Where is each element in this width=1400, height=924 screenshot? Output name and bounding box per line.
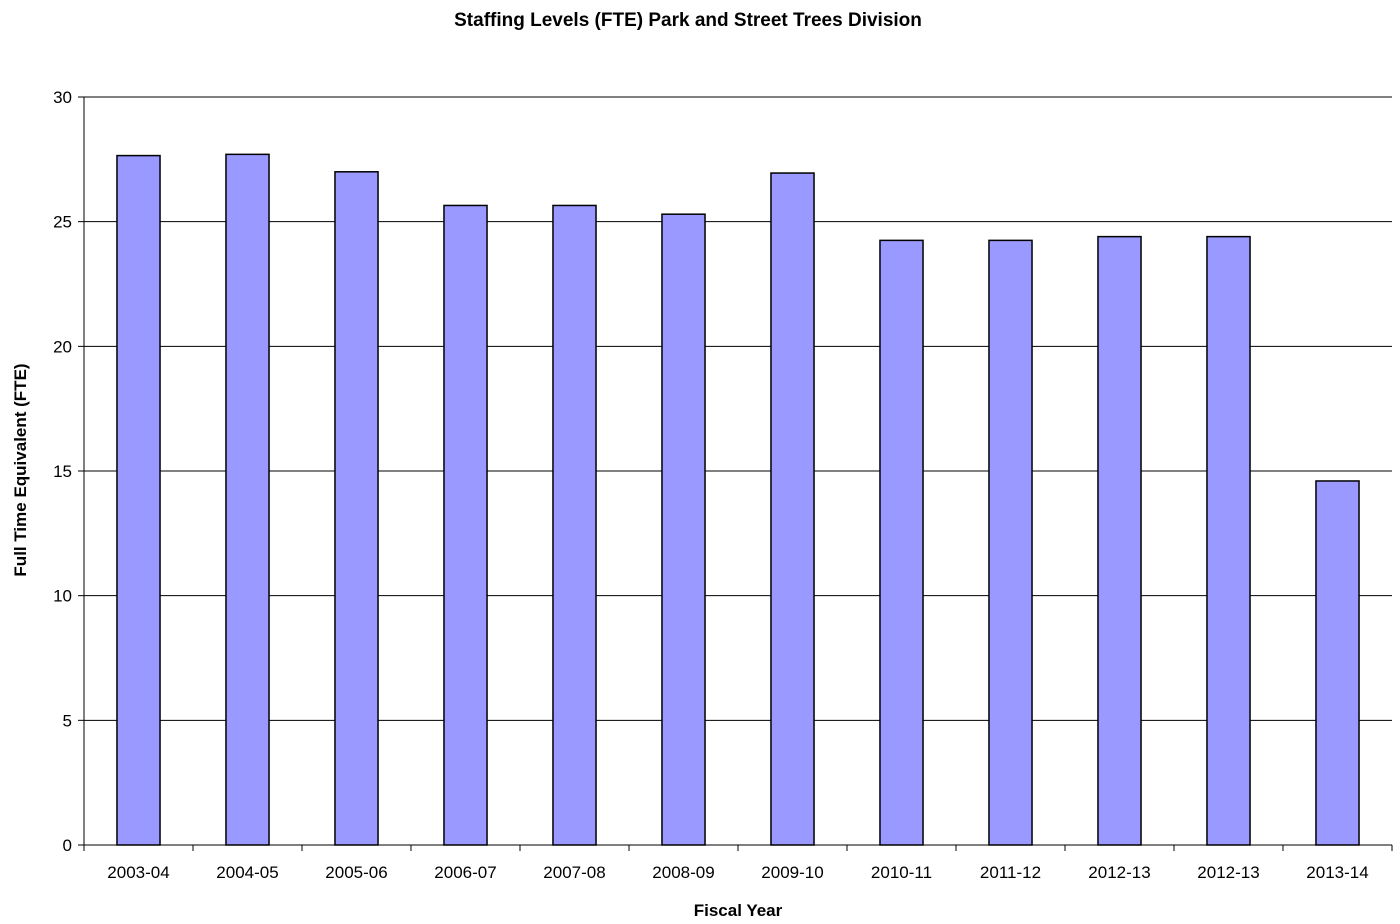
bar xyxy=(225,153,270,846)
bar xyxy=(770,172,815,846)
y-tick-label: 25 xyxy=(53,213,72,232)
y-tick-label: 20 xyxy=(53,337,72,356)
axes xyxy=(78,96,1393,851)
y-tick-label: 0 xyxy=(63,836,72,855)
y-tick-label: 30 xyxy=(53,88,72,107)
x-tick-label: 2008-09 xyxy=(652,863,714,882)
bar xyxy=(116,154,161,846)
bar xyxy=(334,171,379,846)
x-tick-label: 2009-10 xyxy=(761,863,823,882)
bar xyxy=(879,239,924,846)
bar xyxy=(1097,235,1142,846)
y-tick-label: 5 xyxy=(63,711,72,730)
x-tick-label: 2010-11 xyxy=(871,863,932,882)
bars xyxy=(116,153,1360,846)
x-axis-title: Fiscal Year xyxy=(694,901,783,920)
y-tick-label: 15 xyxy=(53,462,72,481)
x-tick-label: 2007-08 xyxy=(543,863,605,882)
bar xyxy=(1315,480,1360,846)
bar xyxy=(988,239,1033,846)
x-tick-label: 2005-06 xyxy=(325,863,387,882)
bar xyxy=(661,213,706,846)
bar xyxy=(443,204,488,846)
x-tick-label: 2004-05 xyxy=(216,863,278,882)
x-tick-label: 2013-14 xyxy=(1306,863,1368,882)
x-tick-label: 2012-13 xyxy=(1088,863,1150,882)
x-tick-label: 2003-04 xyxy=(107,863,169,882)
bar xyxy=(552,204,597,846)
bar xyxy=(1206,235,1251,846)
x-tick-label: 2006-07 xyxy=(434,863,496,882)
gridlines xyxy=(84,96,1392,721)
y-tick-labels: 0 5 10 15 20 25 30 xyxy=(53,88,72,855)
y-tick-label: 10 xyxy=(53,587,72,606)
chart-title: Staffing Levels (FTE) Park and Street Tr… xyxy=(454,10,922,31)
x-tick-label: 2011-12 xyxy=(980,863,1041,882)
y-axis-title: Full Time Equivalent (FTE) xyxy=(11,363,30,576)
x-tick-label: 2012-13 xyxy=(1197,863,1259,882)
x-tick-labels: 2003-04 2004-05 2005-06 2006-07 2007-08 2008-… xyxy=(107,863,1368,882)
